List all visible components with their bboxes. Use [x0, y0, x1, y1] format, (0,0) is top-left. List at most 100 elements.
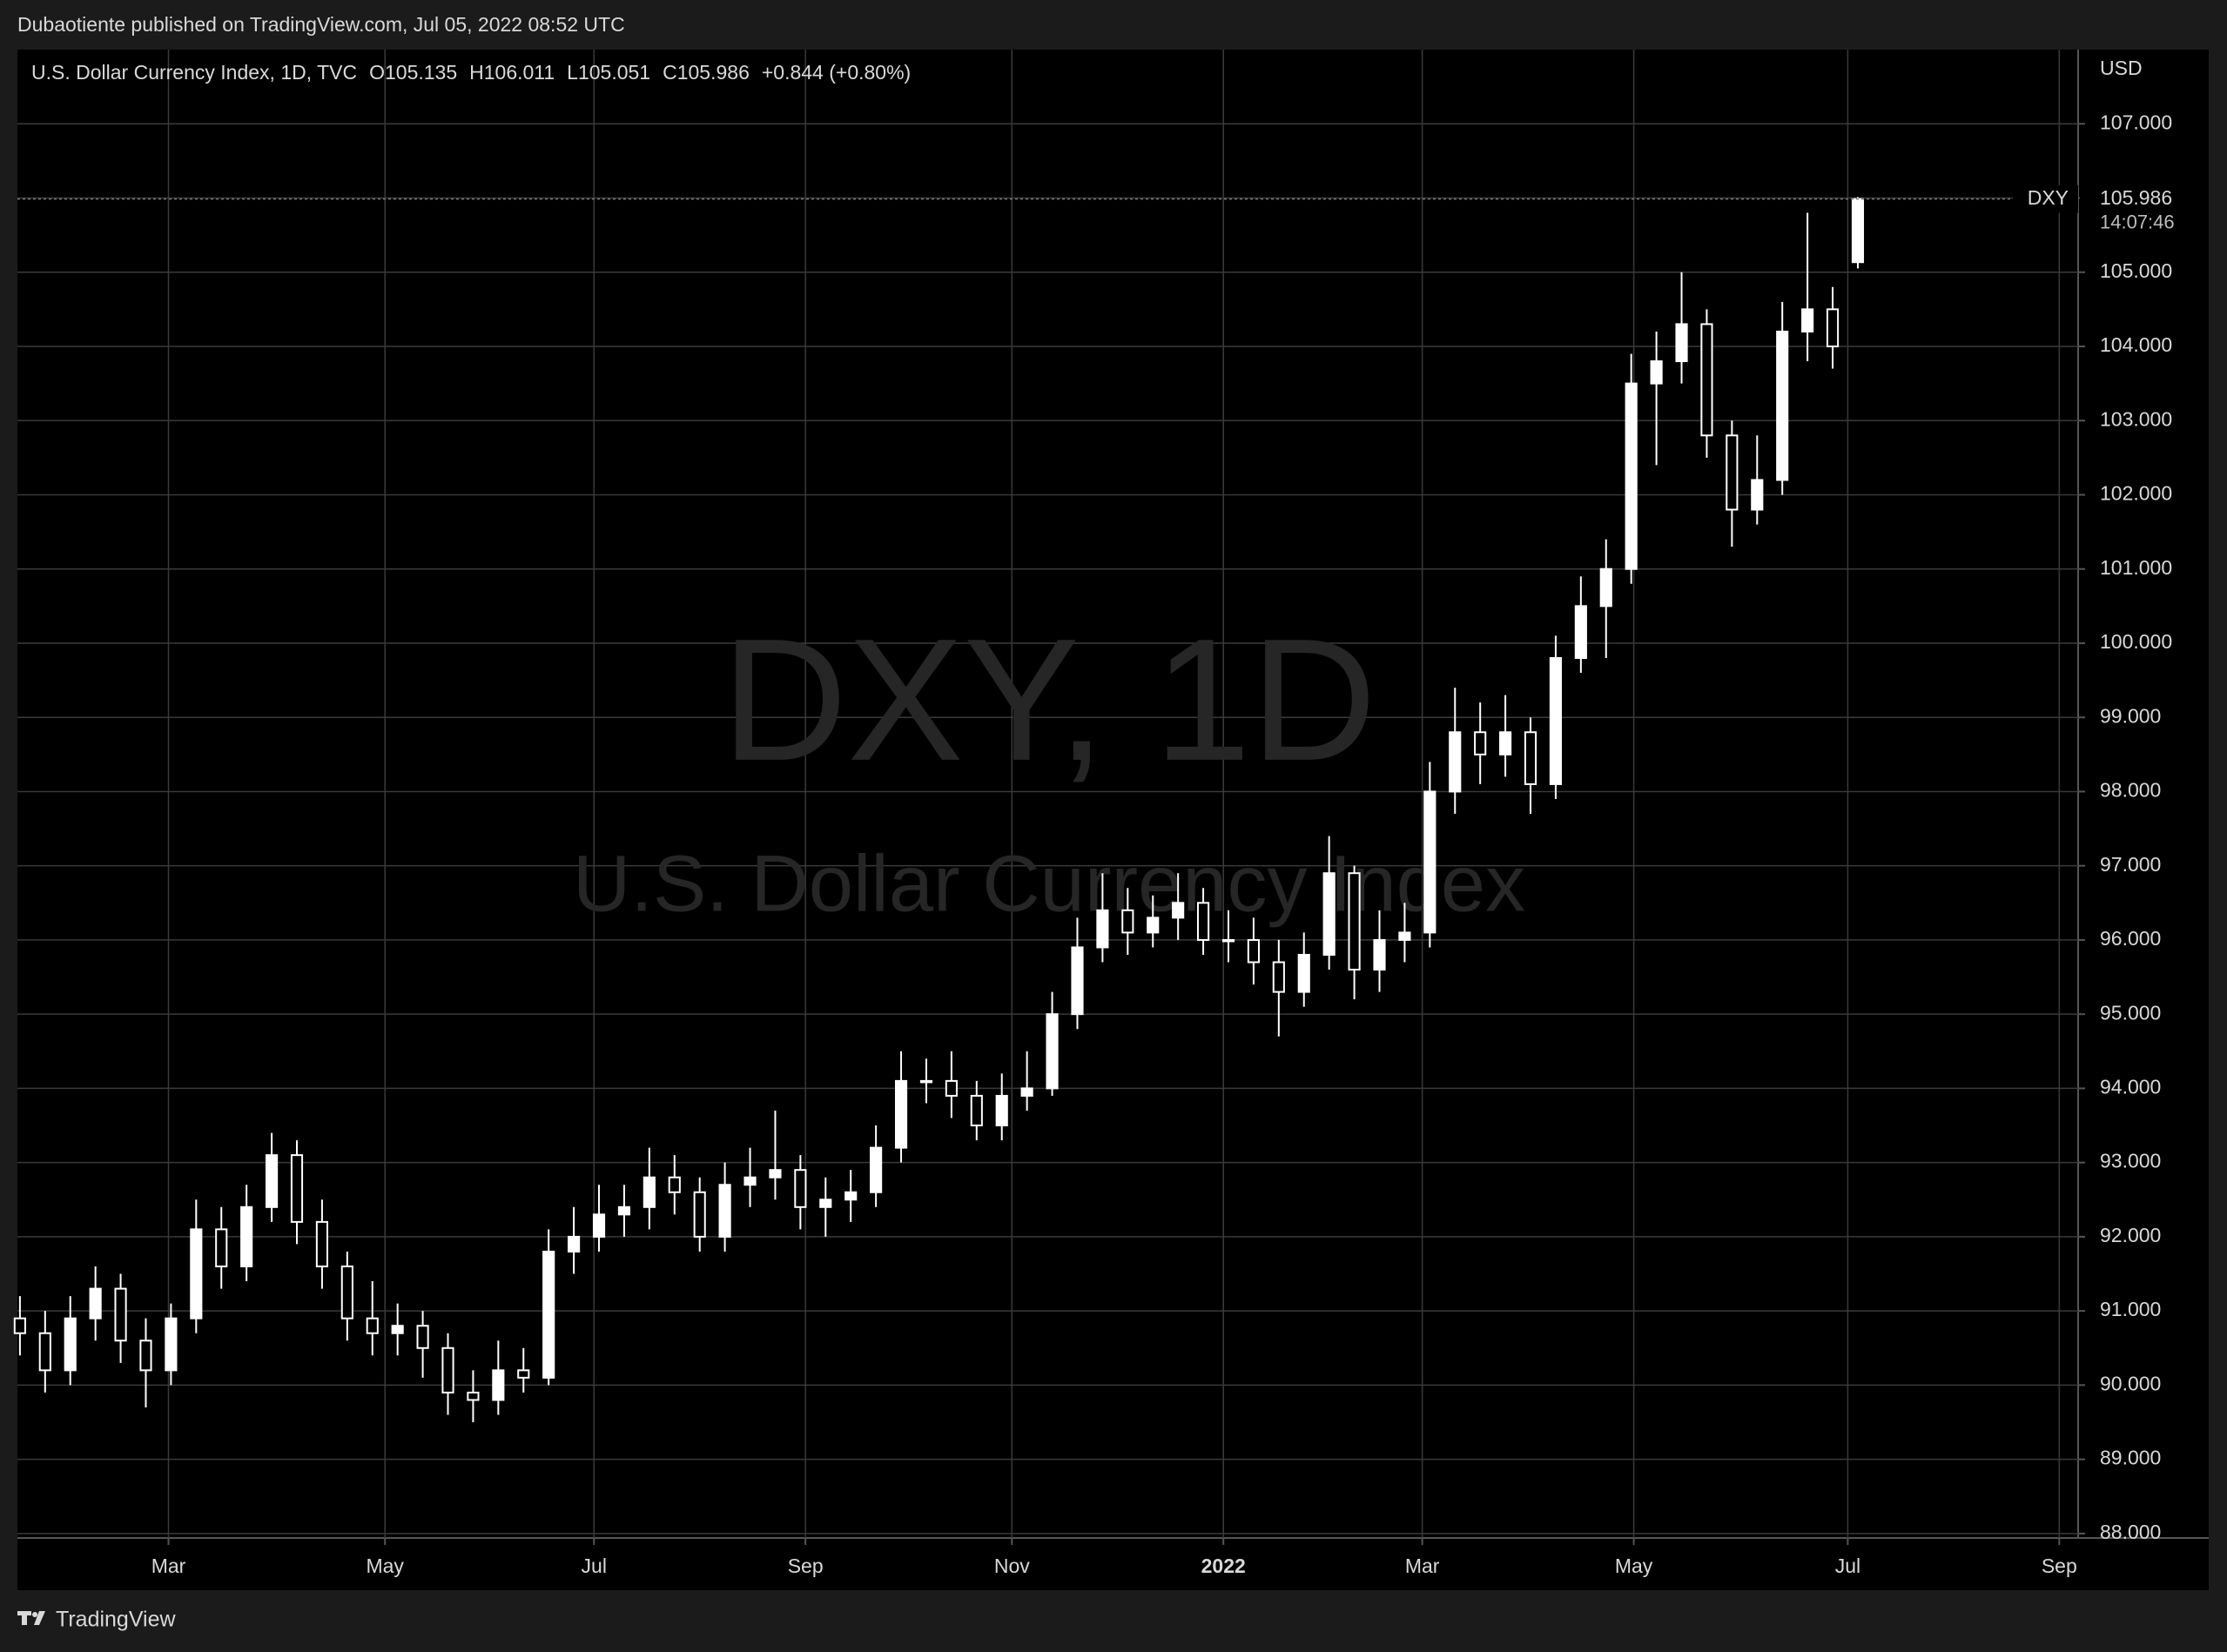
candle-body	[165, 1317, 178, 1372]
candle-body	[693, 1191, 706, 1238]
candle-body	[1247, 938, 1260, 964]
candle-body	[870, 1146, 883, 1193]
candle-body	[1675, 323, 1688, 363]
candle-body	[718, 1184, 731, 1238]
candle-body	[643, 1176, 656, 1208]
candle-body	[1851, 198, 1865, 264]
candle-body	[1826, 308, 1840, 347]
candle-body	[190, 1228, 203, 1320]
candle-body	[340, 1266, 353, 1320]
x-tick-label: Sep	[788, 1555, 824, 1577]
candle-body	[1524, 731, 1537, 785]
y-tick-label: 94.000	[2100, 1075, 2161, 1098]
y-tick-label: 88.000	[2100, 1521, 2161, 1543]
plot-area	[17, 50, 2078, 1538]
candle-body	[1751, 479, 1764, 511]
y-tick-label: 101.000	[2100, 556, 2172, 579]
candle-body	[568, 1235, 581, 1252]
legend-value: L105.051	[567, 61, 650, 84]
x-tick-label: May	[1615, 1555, 1653, 1577]
candle-body	[1423, 790, 1436, 934]
candle-body	[416, 1325, 429, 1349]
candle-body	[517, 1369, 530, 1379]
y-tick-label: 100.000	[2100, 630, 2172, 653]
watermark-subtitle: U.S. Dollar Currency Index	[573, 839, 1525, 928]
candle-body	[1499, 731, 1512, 755]
footer-brand: TradingView	[56, 1608, 177, 1632]
candle-body	[894, 1079, 908, 1149]
candle-body	[1599, 567, 1612, 608]
symbol-tag-bg	[2013, 185, 2078, 213]
candle-body	[1398, 931, 1411, 941]
candle-body	[240, 1205, 253, 1268]
candle-body	[315, 1220, 328, 1268]
price-axis	[2078, 50, 2209, 1538]
tradingview-logo: TradingView	[17, 1608, 177, 1632]
y-tick-label: 97.000	[2100, 853, 2161, 876]
legend: U.S. Dollar Currency Index, 1D, TVC O105.…	[31, 61, 911, 84]
candle-body	[1726, 434, 1739, 511]
symbol-tag: DXY	[2028, 186, 2069, 209]
candle-body	[1474, 731, 1487, 755]
y-tick-label: 95.000	[2100, 1001, 2161, 1024]
x-tick-label: Mar	[151, 1555, 186, 1577]
y-tick-label: 92.000	[2100, 1224, 2161, 1246]
x-tick-label: Nov	[994, 1555, 1030, 1577]
candle-body	[1650, 360, 1663, 385]
candles	[13, 197, 1865, 1423]
candle-body	[1625, 382, 1638, 570]
legend-value: +0.844 (+0.80%)	[762, 61, 911, 84]
candle-body	[1700, 323, 1713, 437]
candle-body	[970, 1094, 983, 1127]
x-tick-label: May	[366, 1555, 404, 1577]
candle-body	[1197, 902, 1210, 941]
candle-body	[13, 1317, 26, 1334]
candle-body	[1071, 946, 1084, 1016]
candle-body	[38, 1332, 51, 1372]
candle-body	[794, 1169, 807, 1208]
y-tick-label: 89.000	[2100, 1447, 2161, 1469]
candle-body	[1046, 1013, 1059, 1090]
x-tick-label: 2022	[1201, 1555, 1246, 1577]
y-tick-label: 107.000	[2100, 111, 2172, 133]
candle-body	[743, 1176, 757, 1186]
y-tick-label: 98.000	[2100, 779, 2161, 802]
candle-body	[1373, 938, 1386, 971]
candle-body	[1801, 308, 1814, 332]
candle-body	[139, 1340, 152, 1372]
candle-body	[1322, 872, 1336, 956]
candle-body	[114, 1287, 127, 1342]
candle-body	[89, 1287, 102, 1320]
legend-title: U.S. Dollar Currency Index, 1D, TVC	[31, 61, 357, 84]
legend-value: H106.011	[469, 61, 555, 84]
y-tick-label: 104.000	[2100, 333, 2172, 356]
y-tick-label: 90.000	[2100, 1372, 2161, 1394]
y-tick-label: 99.000	[2100, 704, 2161, 727]
publisher-header: Dubaotiente published on TradingView.com…	[17, 13, 625, 36]
x-tick-label: Sep	[2042, 1555, 2077, 1577]
candle-body	[1574, 605, 1587, 660]
candle-body	[1272, 961, 1285, 993]
candle-body	[1121, 909, 1134, 934]
candle-body	[919, 1079, 933, 1084]
y-tick-label: 96.000	[2100, 927, 2161, 950]
candle-body	[266, 1154, 279, 1208]
candle-body	[290, 1154, 304, 1223]
candle-body	[668, 1176, 681, 1193]
candle-body	[1172, 902, 1185, 919]
candle-body	[366, 1317, 379, 1334]
candle-body	[769, 1169, 782, 1179]
y-tick-label: 93.000	[2100, 1150, 2161, 1172]
candle-body	[617, 1205, 631, 1216]
candle-body	[945, 1079, 958, 1097]
x-tick-label: Jul	[1835, 1555, 1860, 1577]
logo-icon	[17, 1611, 45, 1625]
x-tick-label: Mar	[1405, 1555, 1440, 1577]
watermark-title: DXY, 1D	[722, 603, 1376, 797]
candle-body	[391, 1325, 404, 1334]
countdown-label: 14:07:46	[2100, 211, 2175, 232]
candle-body	[1221, 938, 1235, 943]
candle-body	[1020, 1087, 1033, 1097]
